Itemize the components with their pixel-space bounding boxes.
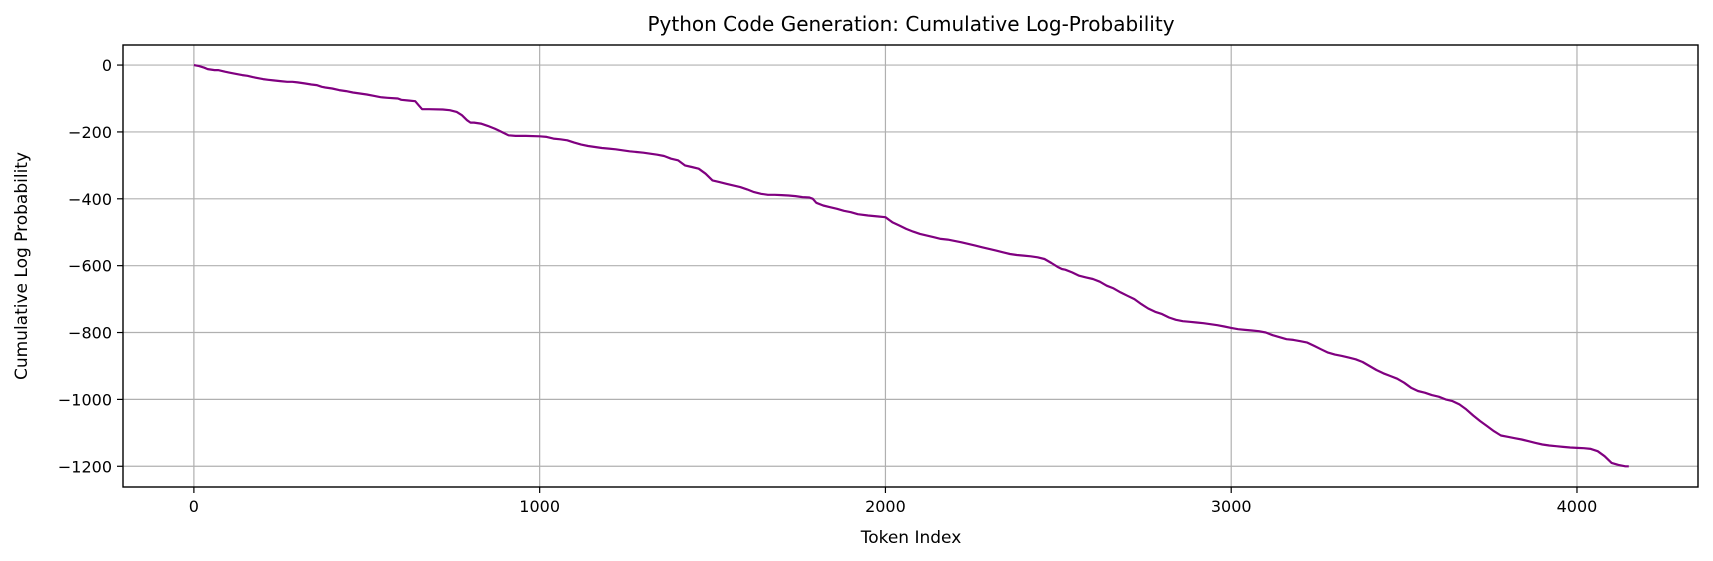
- y-tick-label: −1200: [58, 457, 112, 476]
- y-tick-label: 0: [102, 56, 112, 75]
- chart-title: Python Code Generation: Cumulative Log-P…: [647, 12, 1174, 36]
- x-tick-label: 4000: [1557, 497, 1598, 516]
- x-tick-label: 3000: [1211, 497, 1252, 516]
- y-tick-label: −400: [68, 190, 112, 209]
- series-line: [193, 64, 1629, 468]
- x-tick-label: 1000: [519, 497, 560, 516]
- y-tick-label: −200: [68, 123, 112, 142]
- y-tick-label: −1000: [58, 390, 112, 409]
- y-tick-label: −800: [68, 324, 112, 343]
- x-axis: 0 1000 2000 3000 4000: [189, 487, 1598, 516]
- x-tick-label: 2000: [865, 497, 906, 516]
- x-tick-label: 0: [189, 497, 199, 516]
- y-axis-label: Cumulative Log Probability: [12, 152, 32, 380]
- series-group: [193, 64, 1629, 468]
- x-axis-label: Token Index: [860, 528, 962, 548]
- grid-lines: [123, 45, 1698, 487]
- y-axis: 0 −200 −400 −600 −800 −1000 −1200: [58, 56, 123, 476]
- y-tick-label: −600: [68, 257, 112, 276]
